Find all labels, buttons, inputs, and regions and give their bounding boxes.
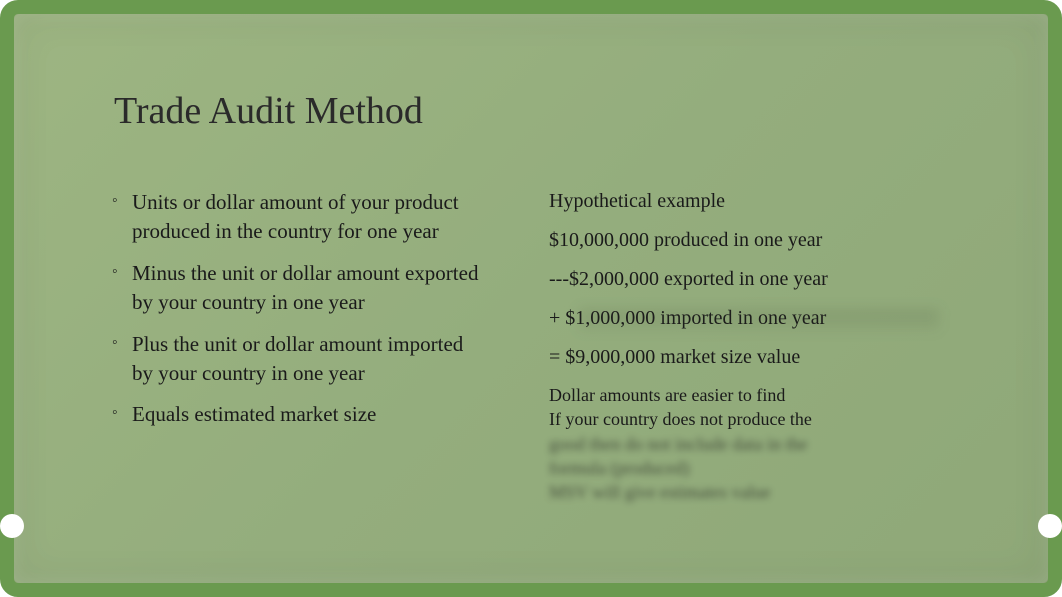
border-notch-right (1038, 514, 1062, 538)
bullet-item: Plus the unit or dollar amount imported … (114, 330, 489, 389)
method-bullets: Units or dollar amount of your product p… (114, 188, 489, 430)
example-line: + $1,000,000 imported in one year (549, 305, 949, 332)
bullet-item: Equals estimated market size (114, 400, 489, 429)
example-line: $10,000,000 produced in one year (549, 227, 949, 254)
slide-title: Trade Audit Method (114, 89, 988, 133)
notes-block: Dollar amounts are easier to find If you… (549, 383, 949, 504)
example-line: ---$2,000,000 exported in one year (549, 266, 949, 293)
note-line: If your country does not produce the (549, 407, 949, 431)
note-line: Dollar amounts are easier to find (549, 383, 949, 407)
content-columns: Units or dollar amount of your product p… (114, 188, 988, 504)
note-line-blurred: MSV will give estimates value (549, 480, 949, 504)
example-lines: Hypothetical example $10,000,000 produce… (549, 188, 949, 371)
bullet-item: Minus the unit or dollar amount exported… (114, 259, 489, 318)
slide-frame: Trade Audit Method Units or dollar amoun… (0, 0, 1062, 597)
border-notch-left (0, 514, 24, 538)
example-line: Hypothetical example (549, 188, 949, 215)
right-column: Hypothetical example $10,000,000 produce… (549, 188, 949, 504)
bullet-item: Units or dollar amount of your product p… (114, 188, 489, 247)
note-line-blurred: formula (produced) (549, 456, 949, 480)
left-column: Units or dollar amount of your product p… (114, 188, 489, 504)
note-line-blurred: good then do not include data in the (549, 432, 949, 456)
example-line: = $9,000,000 market size value (549, 344, 949, 371)
